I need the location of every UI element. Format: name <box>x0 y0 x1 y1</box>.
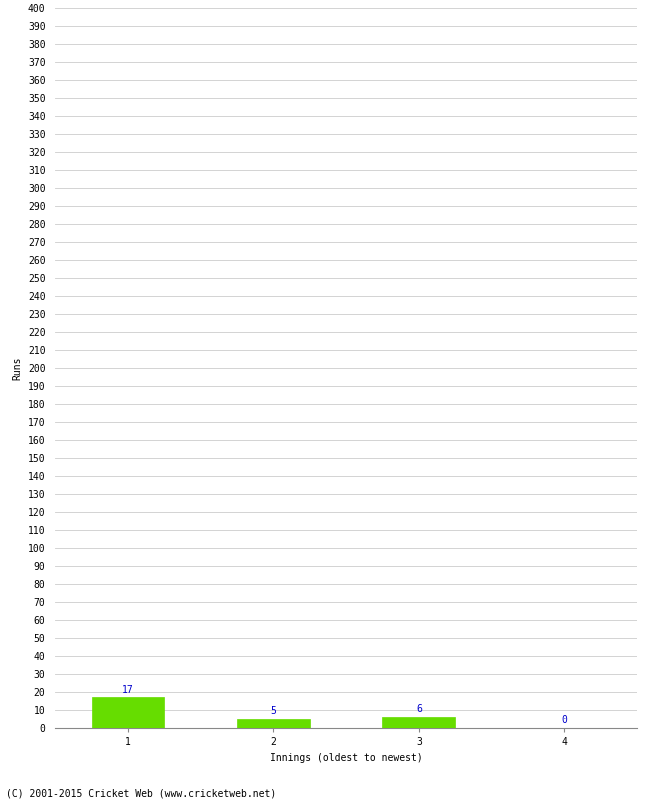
Bar <box>382 717 455 728</box>
Bar <box>237 719 310 728</box>
Text: 5: 5 <box>270 706 276 716</box>
Bar <box>92 698 164 728</box>
X-axis label: Innings (oldest to newest): Innings (oldest to newest) <box>270 753 422 762</box>
Text: 0: 0 <box>562 715 567 726</box>
Text: (C) 2001-2015 Cricket Web (www.cricketweb.net): (C) 2001-2015 Cricket Web (www.cricketwe… <box>6 789 277 798</box>
Text: 17: 17 <box>122 685 134 694</box>
Text: 6: 6 <box>416 705 422 714</box>
Y-axis label: Runs: Runs <box>12 356 22 380</box>
